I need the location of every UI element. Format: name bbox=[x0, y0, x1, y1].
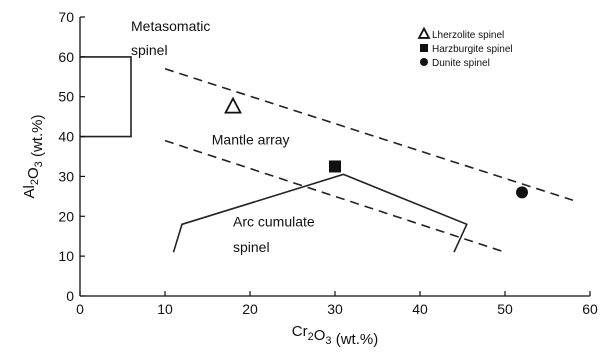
x-tick-label: 0 bbox=[76, 301, 84, 317]
annotation-metasomatic-line2: spinel bbox=[131, 42, 168, 58]
y-tick-label: 40 bbox=[58, 129, 74, 145]
y-tick-label: 10 bbox=[58, 248, 74, 264]
x-axis-label: Cr2O3 (wt.%) bbox=[292, 323, 378, 348]
fields-layer bbox=[80, 56, 574, 253]
field-metasomatic-spinel bbox=[80, 56, 132, 138]
field-mantle-array-upper-boundary bbox=[164, 68, 574, 202]
y-tick-label: 50 bbox=[58, 89, 74, 105]
y-tick-label: 30 bbox=[58, 168, 74, 184]
x-tick-label: 50 bbox=[497, 301, 513, 317]
x-tick-label: 30 bbox=[327, 301, 343, 317]
legend-marker-dunite-spinel bbox=[420, 58, 428, 66]
y-tick-label: 0 bbox=[66, 288, 74, 304]
annotation-mantle-array: Mantle array bbox=[212, 132, 290, 148]
markers-layer bbox=[224, 96, 528, 199]
annotation-metasomatic-line1: Metasomatic bbox=[131, 18, 210, 34]
legend-label-lherzolite-spinel: Lherzolite spinel bbox=[432, 30, 504, 41]
x-tick-label: 10 bbox=[157, 301, 173, 317]
y-tick-label: 20 bbox=[58, 208, 74, 224]
point-harzburgite-spinel bbox=[329, 160, 341, 173]
x-tick-label: 60 bbox=[582, 301, 598, 317]
point-dunite-spinel bbox=[516, 186, 528, 199]
legend-marker-lherzolite-spinel bbox=[417, 26, 431, 39]
field-arc-cumulate-spinel bbox=[172, 173, 468, 253]
x-tick-label: 40 bbox=[412, 301, 428, 317]
annotations-layer: Metasomatic spinel Mantle array Arc cumulat… bbox=[131, 18, 315, 255]
field-mantle-array-lower-boundary bbox=[164, 139, 506, 253]
annotation-arc-line1: Arc cumulate bbox=[233, 213, 315, 229]
y-tick-label: 60 bbox=[58, 49, 74, 65]
legend-marker-harzburgite-spinel bbox=[420, 44, 428, 52]
x-tick-label: 20 bbox=[242, 301, 258, 317]
annotation-arc-line2: spinel bbox=[233, 239, 270, 255]
point-lherzolite-spinel bbox=[224, 96, 242, 114]
legend: Lherzolite spinel Harzburgite spinel Dunit… bbox=[417, 26, 513, 69]
legend-label-dunite-spinel: Dunite spinel bbox=[432, 58, 490, 69]
axes-layer: 0 10 20 30 40 50 60 0 10 20 30 40 50 60 70 Cr2O3 (wt.%)… bbox=[21, 9, 598, 348]
y-tick-label: 70 bbox=[58, 9, 74, 25]
y-axis-label: Al2O3 (wt.%) bbox=[21, 115, 46, 199]
legend-label-harzburgite-spinel: Harzburgite spinel bbox=[432, 44, 513, 55]
